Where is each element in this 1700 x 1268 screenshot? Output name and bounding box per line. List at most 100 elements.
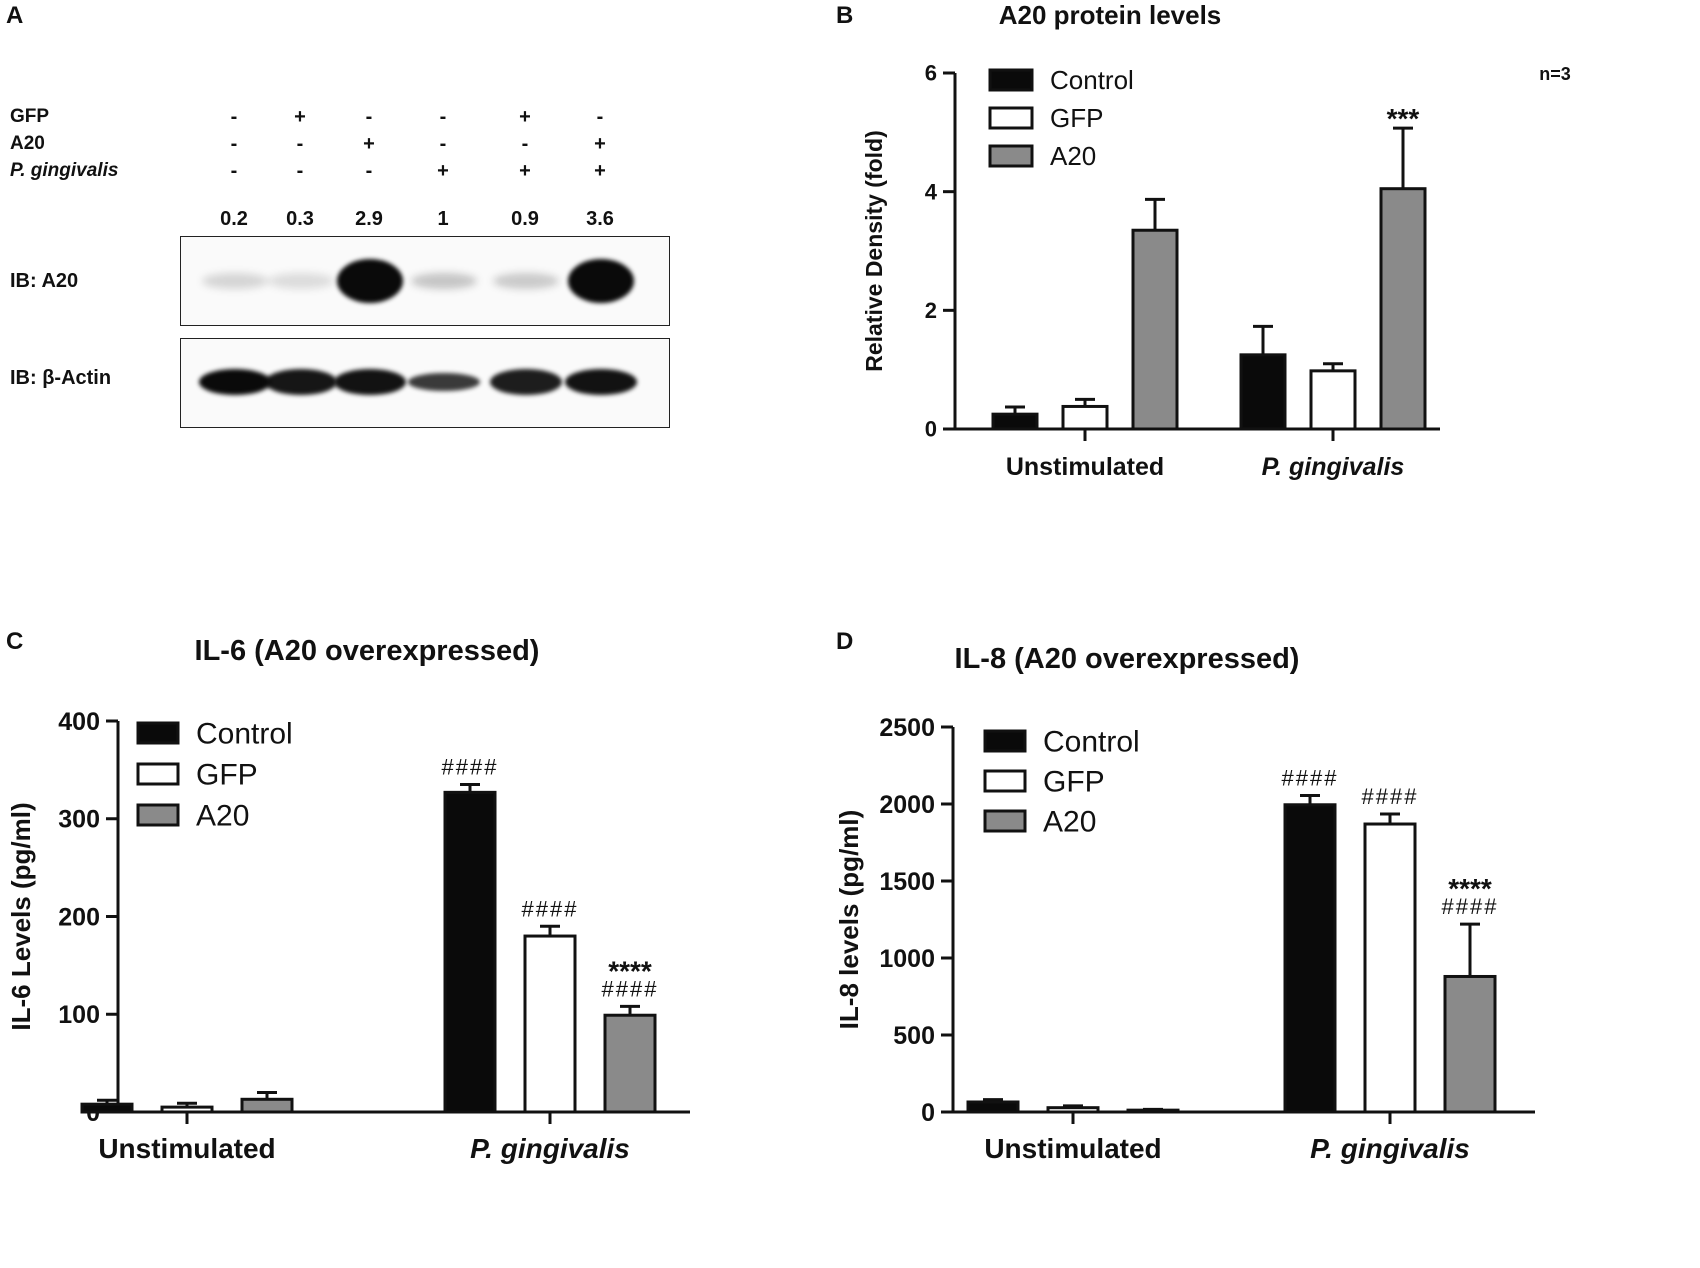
bar-a20-p-gingivalis (1379, 187, 1427, 431)
significance-stars: **** (1448, 873, 1492, 904)
lane-3-a20-sign: + (363, 133, 375, 155)
panel-letter-a: A (6, 2, 24, 29)
y-tick-label: 1500 (879, 868, 935, 896)
legend-swatch-a20 (136, 803, 180, 827)
significance-hashes: #### (1442, 894, 1499, 919)
bar-a20-p-gingivalis (603, 1013, 657, 1114)
actin-band-lane-6 (565, 369, 637, 395)
legend-swatch-a20 (988, 144, 1034, 168)
row-label-a20: A20 (10, 133, 45, 154)
legend-swatch-control (988, 68, 1034, 92)
legend-swatch-gfp (136, 762, 180, 786)
y-tick-label: 0 (921, 1099, 935, 1127)
a20-band-lane-2 (268, 273, 334, 289)
y-tick-label: 400 (58, 708, 100, 736)
y-axis-label: Relative Density (fold) (861, 130, 887, 372)
x-category-label: Unstimulated (984, 1133, 1161, 1164)
bar-gfp-p-gingivalis (523, 934, 577, 1114)
bar-control-p-gingivalis (1283, 803, 1337, 1114)
lane-1-gfp-sign: - (230, 106, 238, 128)
a20-band-lane-5 (493, 273, 559, 289)
lane-2-density: 0.3 (286, 208, 314, 230)
panel-letter-d: D (836, 628, 854, 655)
lane-1-density: 0.2 (220, 208, 248, 230)
significance-hashes: #### (602, 976, 659, 1001)
a20-band-lane-6 (568, 259, 634, 303)
lane-2-a20-sign: - (296, 133, 304, 155)
a20-band-lane-1 (202, 273, 268, 289)
x-category-label: P. gingivalis (1262, 453, 1405, 481)
actin-band-lane-4 (408, 373, 480, 391)
blot-beta-actin (180, 338, 670, 428)
y-tick-label: 1000 (879, 945, 935, 973)
lane-6-a20-sign: + (594, 133, 606, 155)
y-axis-label: IL-6 Levels (pg/ml) (6, 802, 36, 1030)
lane-4-gfp-sign: - (439, 106, 447, 128)
significance-hashes: #### (1362, 784, 1419, 809)
y-tick-label: 6 (925, 61, 937, 86)
legend-swatch-gfp (988, 106, 1034, 130)
legend-label-gfp: GFP (196, 759, 258, 792)
x-category-label: P. gingivalis (470, 1133, 630, 1164)
bar-control-p-gingivalis (1239, 353, 1287, 431)
sample-size-note: n=3 (1539, 64, 1571, 84)
row-label-gfp: GFP (10, 106, 50, 127)
bar-control-unstimulated (991, 412, 1039, 431)
y-tick-label: 200 (58, 903, 100, 931)
bar-gfp-p-gingivalis (1363, 822, 1417, 1114)
lane-3-pg-sign: - (365, 160, 373, 182)
bar-a20-unstimulated (1126, 1108, 1180, 1114)
x-category-label: Unstimulated (1006, 453, 1164, 481)
lane-2-pg-sign: - (296, 160, 304, 182)
blot-a20 (180, 236, 670, 326)
bar-gfp-unstimulated (1046, 1106, 1100, 1114)
a20-band-lane-3 (337, 259, 403, 303)
ib-label-actin: IB: β-Actin (10, 367, 112, 389)
actin-band-lane-2 (265, 369, 337, 395)
lane-3-density: 2.9 (355, 208, 383, 230)
y-tick-label: 4 (925, 179, 938, 204)
bar-control-p-gingivalis (443, 790, 497, 1114)
legend-swatch-control (136, 721, 180, 745)
significance-hashes: #### (1282, 766, 1339, 791)
legend-swatch-gfp (983, 769, 1027, 793)
x-category-label: P. gingivalis (1310, 1133, 1470, 1164)
bar-a20-unstimulated (1131, 228, 1179, 431)
lane-4-a20-sign: - (439, 133, 447, 155)
y-tick-label: 2000 (879, 791, 935, 819)
lane-2-gfp-sign: + (294, 106, 306, 128)
lane-6-pg-sign: + (594, 160, 606, 182)
panel-letter-c: C (6, 628, 24, 655)
lane-3-gfp-sign: - (365, 106, 373, 128)
actin-band-lane-3 (334, 369, 406, 395)
legend-label-control: Control (196, 718, 293, 751)
actin-band-lane-1 (199, 369, 271, 395)
y-tick-label: 100 (58, 1001, 100, 1029)
legend-label-control: Control (1043, 726, 1140, 759)
chart-title: IL-6 (A20 overexpressed) (195, 635, 540, 667)
significance-hashes: #### (442, 755, 499, 780)
significance-stars: *** (1387, 103, 1420, 134)
bar-control-unstimulated (966, 1100, 1020, 1114)
lane-1-a20-sign: - (230, 133, 238, 155)
lane-4-density: 1 (437, 208, 449, 230)
bar-gfp-unstimulated (1061, 404, 1109, 431)
y-tick-label: 2500 (879, 714, 935, 742)
ib-label-a20: IB: A20 (10, 270, 79, 292)
significance-hashes: #### (522, 896, 579, 921)
y-tick-label: 2 (925, 298, 937, 323)
bar-a20-p-gingivalis (1443, 974, 1497, 1114)
legend-label-gfp: GFP (1050, 103, 1103, 133)
bar-gfp-unstimulated (160, 1105, 214, 1114)
y-tick-label: 0 (925, 417, 937, 442)
lane-1-pg-sign: - (230, 160, 238, 182)
legend-swatch-a20 (983, 809, 1027, 833)
legend-swatch-control (983, 729, 1027, 753)
lane-5-gfp-sign: + (519, 106, 531, 128)
row-label-p-gingivalis: P. gingivalis (10, 160, 119, 181)
legend-label-a20: A20 (1050, 141, 1096, 171)
lane-6-gfp-sign: - (596, 106, 604, 128)
